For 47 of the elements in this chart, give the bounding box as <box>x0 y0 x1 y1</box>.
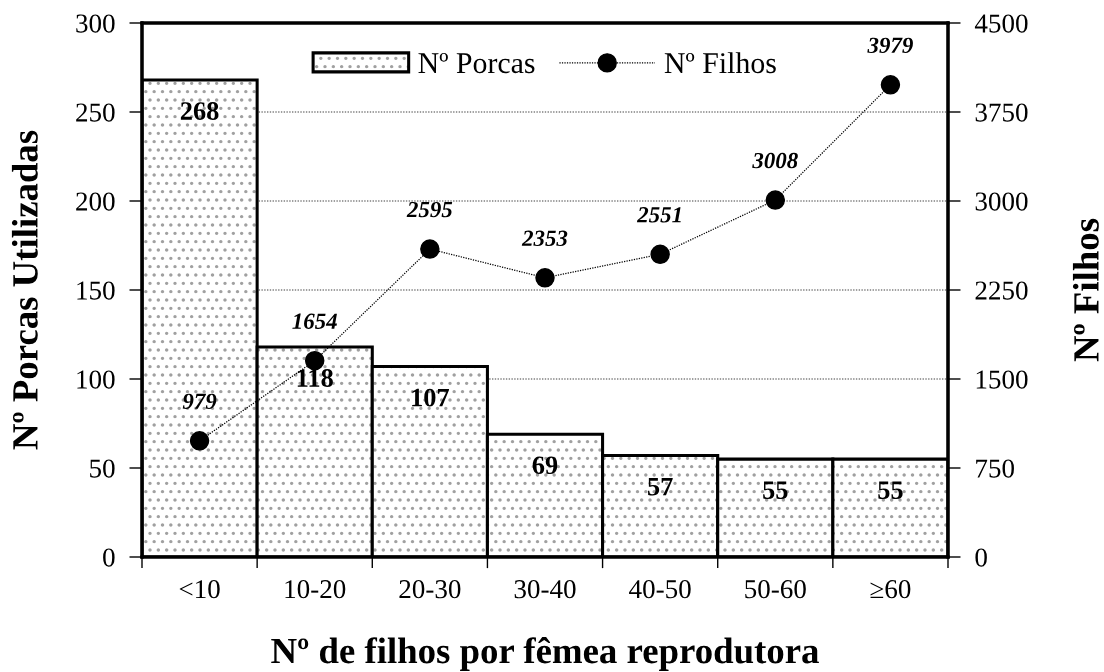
point <box>304 351 325 371</box>
data-label: 2595 <box>406 201 453 218</box>
data-label: 55 <box>763 481 788 500</box>
point <box>650 244 670 265</box>
data-label: 118 <box>297 369 333 387</box>
data-label: 2353 <box>521 230 568 247</box>
y2-tick-label: 0 <box>975 548 987 567</box>
x-tick-label: <10 <box>179 580 220 599</box>
legend-label: Nº Filhos <box>664 52 776 74</box>
data-label: 3008 <box>752 152 798 169</box>
y2-tick-label: 4500 <box>974 14 1028 33</box>
x-tick-label: ≥60 <box>870 580 911 599</box>
data-label: 69 <box>532 456 558 475</box>
y2-tick-label: 3000 <box>975 192 1028 211</box>
x-tick-label: 30-40 <box>514 580 576 599</box>
data-label: 107 <box>412 388 450 407</box>
data-label: 57 <box>648 477 673 496</box>
data-label: 2551 <box>636 207 681 223</box>
y-tick-label: 250 <box>76 103 115 122</box>
data-label: 55 <box>878 481 903 500</box>
y2-tick-label: 750 <box>976 459 1014 478</box>
data-label: 3979 <box>867 37 913 54</box>
y-tick-label: 150 <box>77 281 115 300</box>
data-label: 979 <box>182 393 217 410</box>
y-tick-label: 200 <box>76 192 115 211</box>
data-label: 268 <box>180 102 219 120</box>
y-tick-label: 0 <box>103 548 115 567</box>
point <box>189 431 210 451</box>
y2-axis-title: Nº Filhos <box>1072 218 1099 362</box>
y-axis-title: Nº Porcas Utilizadas <box>11 130 38 450</box>
x-axis-title: Nº de filhos por fêmea reprodutora <box>271 637 819 671</box>
y2-tick-label: 1500 <box>976 370 1028 389</box>
data-label: 1654 <box>292 313 337 329</box>
x-tick-label: 40-50 <box>629 580 691 599</box>
point <box>535 268 555 288</box>
point <box>765 190 786 210</box>
x-tick-label: 50-60 <box>745 580 806 599</box>
point <box>420 239 440 259</box>
point <box>880 75 901 95</box>
y-tick-label: 300 <box>76 14 115 33</box>
y2-tick-label: 2250 <box>975 281 1028 300</box>
y-tick-label: 50 <box>90 459 115 478</box>
y-tick-label: 100 <box>77 370 115 389</box>
y2-tick-label: 3750 <box>975 103 1028 122</box>
x-tick-label: 20-30 <box>399 580 461 599</box>
legend-label: Nº Porcas <box>418 53 535 74</box>
x-tick-label: 10-20 <box>285 580 346 599</box>
